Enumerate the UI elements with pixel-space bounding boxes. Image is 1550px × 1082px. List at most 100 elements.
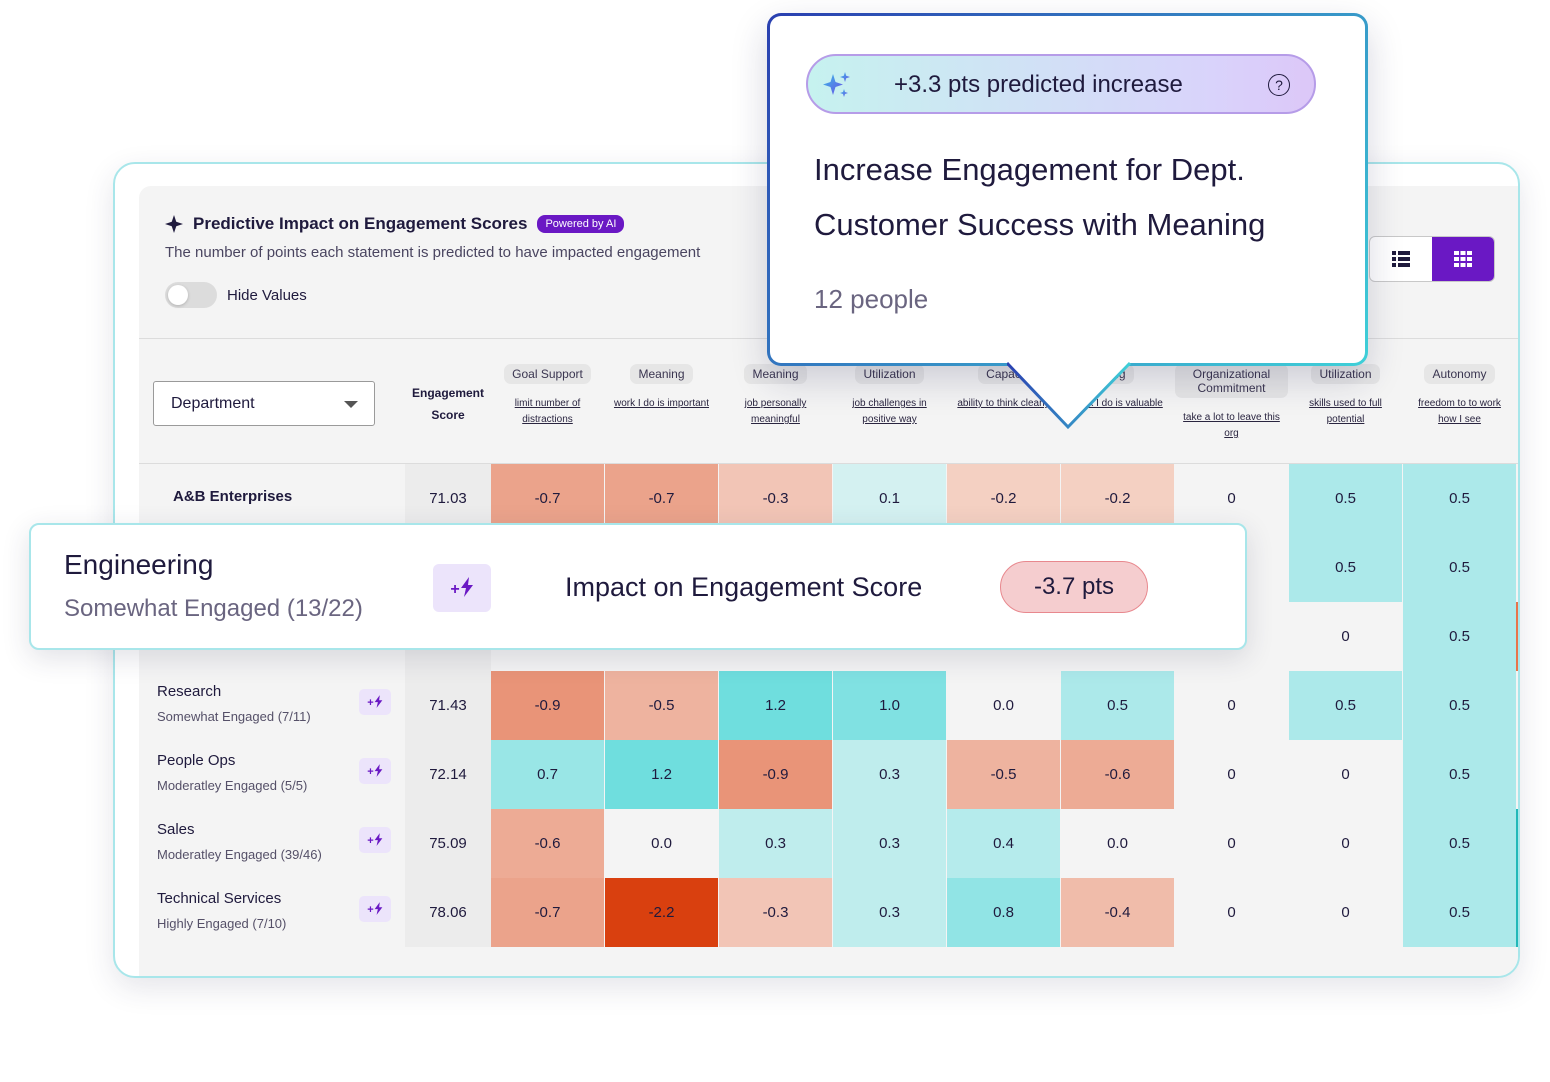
heatmap-cell[interactable]: 0.5 [1061,671,1174,740]
plus-bolt-icon: + [367,695,383,709]
engineering-impact-card: Engineering Somewhat Engaged (13/22) + I… [29,523,1247,650]
column-header: Meaning job personally meaningful [719,364,832,428]
column-statement-link[interactable]: job challenges in positive way [852,398,927,425]
predicted-increase-text: +3.3 pts predicted increase [894,71,1183,98]
engineering-name: Engineering [64,549,214,580]
plus-bolt-button[interactable]: + [359,827,391,853]
heatmap-cell[interactable]: 0.5 [1403,809,1516,878]
heatmap-cell[interactable]: -0.5 [947,740,1060,809]
heatmap-cell[interactable]: 0.5 [1403,464,1516,533]
heatmap-cell[interactable]: 0 [1289,878,1402,947]
plus-bolt-button[interactable]: + [359,758,391,784]
heatmap-cell[interactable]: 0.1 [833,464,946,533]
view-toggle [1369,236,1495,282]
heatmap-cell[interactable]: 0 [1289,809,1402,878]
plus-bolt-button[interactable]: + [433,564,491,612]
column-statement-link[interactable]: limit number of distractions [514,398,581,425]
row-name: Technical Services [157,890,282,907]
column-statement-link[interactable]: skills used to full potential [1309,398,1382,425]
panel-header: Predictive Impact on Engagement Scores P… [165,214,625,234]
heatmap-cell[interactable]: -0.2 [947,464,1060,533]
column-header: Autonomy freedom to to work how I see [1403,364,1516,428]
hide-values-toggle-row: Hide Values [165,282,307,308]
column-statement-link[interactable]: ability to think clearly [957,398,1050,409]
heatmap-cell[interactable]: 0.3 [833,809,946,878]
column-statement-link[interactable]: freedom to to work how I see [1418,398,1501,425]
engagement-score-cell: 75.09 [405,809,491,878]
powered-by-ai-badge: Powered by AI [537,215,625,233]
heatmap-cell[interactable]: 0 [1175,464,1288,533]
column-statement-link[interactable]: work I do is valuable [1072,398,1163,409]
plus-bolt-icon: + [450,577,473,599]
heatmap-cell[interactable]: -0.3 [719,878,832,947]
heatmap-cell[interactable]: -0.7 [605,464,718,533]
heatmap-cell[interactable]: 0.5 [1403,740,1516,809]
next-column-edge [1516,878,1518,947]
panel-subtitle: The number of points each statement is p… [165,244,701,261]
group-by-select[interactable]: Department [153,381,375,426]
heatmap-cell[interactable]: -0.9 [491,671,604,740]
heatmap-cell[interactable]: 1.0 [833,671,946,740]
impact-value-pill: -3.7 pts [1000,561,1148,613]
heatmap-cell[interactable]: 1.2 [719,671,832,740]
heatmap-cell[interactable]: 0.8 [947,878,1060,947]
column-statement-link[interactable]: work I do is important [613,398,710,409]
heatmap-cell[interactable]: -0.9 [719,740,832,809]
heatmap-cell[interactable]: 0.5 [1289,533,1402,602]
heatmap-cell[interactable]: -0.6 [1061,740,1174,809]
heatmap-cell[interactable]: -0.3 [719,464,832,533]
heatmap-cell[interactable]: -0.2 [1061,464,1174,533]
heatmap-cell[interactable]: 0 [1175,671,1288,740]
heatmap-cell[interactable]: -2.2 [605,878,718,947]
heatmap-cell[interactable]: 0 [1175,740,1288,809]
column-statement-link[interactable]: job personally meaningful [744,398,807,425]
row-status: Moderatley Engaged (39/46) [157,847,322,862]
table-header-divider [139,463,1518,464]
engagement-score-cell: 72.14 [405,740,491,809]
column-header: Meaning work I do is important [605,364,718,412]
plus-bolt-button[interactable]: + [359,689,391,715]
impact-label: Impact on Engagement Score [565,572,923,602]
heatmap-cell[interactable]: 0 [1175,809,1288,878]
ai-sparkle-icon [823,72,850,97]
heatmap-cell[interactable]: 0 [1289,602,1402,671]
heatmap-cell[interactable]: 0.3 [833,878,946,947]
popup-title: Increase Engagement for Dept. Customer S… [814,152,1266,242]
list-view-button[interactable] [1370,237,1432,281]
heatmap-cell[interactable]: 0.5 [1289,464,1402,533]
help-icon[interactable]: ? [1268,74,1290,96]
hide-values-toggle[interactable] [165,282,217,308]
heatmap-cell[interactable]: 0.5 [1403,878,1516,947]
heatmap-cell[interactable]: 0 [1175,878,1288,947]
column-category-chip: Goal Support [504,364,591,384]
heatmap-cell[interactable]: 0.0 [605,809,718,878]
heatmap-cell[interactable]: -0.5 [605,671,718,740]
heatmap-cell[interactable]: -0.7 [491,464,604,533]
column-header: Utilization job challenges in positive wa… [833,364,946,428]
grid-view-button[interactable] [1432,237,1494,281]
popup-pointer [1007,360,1132,430]
heatmap-cell[interactable]: 0.5 [1403,671,1516,740]
heatmap-cell[interactable]: -0.7 [491,878,604,947]
column-statement-link[interactable]: take a lot to leave this org [1183,412,1280,439]
heatmap-cell[interactable]: 0.0 [947,671,1060,740]
heatmap-cell[interactable]: 0.5 [1403,602,1516,671]
heatmap-cell[interactable]: 0.3 [833,740,946,809]
heatmap-cell[interactable]: 0.3 [719,809,832,878]
heatmap-cell[interactable]: 0.4 [947,809,1060,878]
heatmap-cell[interactable]: 0 [1289,740,1402,809]
heatmap-cell[interactable]: -0.6 [491,809,604,878]
heatmap-cell[interactable]: 0.0 [1061,809,1174,878]
row-name: Research [157,683,222,700]
heatmap-cell[interactable]: 0.7 [491,740,604,809]
grid-view-icon [1454,251,1472,267]
heatmap-cell[interactable]: 0.5 [1289,671,1402,740]
next-column-edge [1516,602,1518,671]
heatmap-cell[interactable]: 1.2 [605,740,718,809]
engagement-score-cell: 71.43 [405,671,491,740]
prediction-popup: +3.3 pts predicted increase ? Increase E… [767,13,1368,366]
popup-people-count: 12 people [814,284,929,314]
plus-bolt-button[interactable]: + [359,896,391,922]
heatmap-cell[interactable]: 0.5 [1403,533,1516,602]
heatmap-cell[interactable]: -0.4 [1061,878,1174,947]
